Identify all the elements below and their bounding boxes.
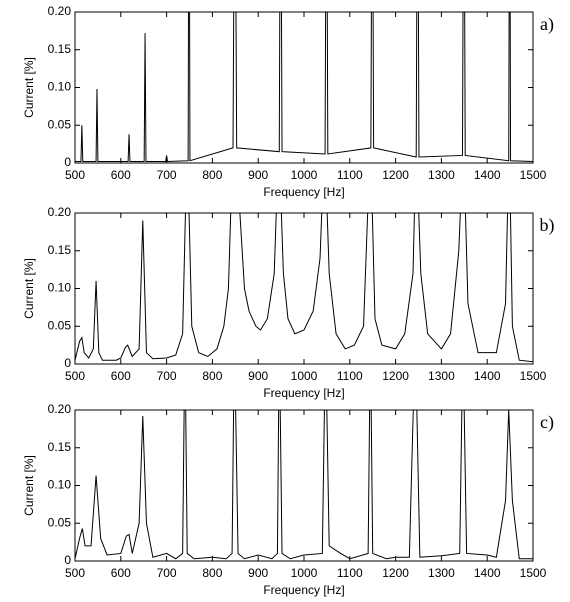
x-tick-label: 600 [111, 566, 131, 580]
y-tick-label: 0.10 [48, 80, 72, 94]
y-tick-label: 0.20 [48, 402, 72, 416]
x-tick-label: 1000 [291, 566, 318, 580]
axes-box [74, 212, 534, 365]
y-axis-label: Current [%] [22, 455, 36, 516]
y-tick-label: 0.15 [48, 42, 72, 56]
x-axis-label: Frequency [Hz] [263, 185, 344, 199]
y-tick-label: 0 [64, 553, 71, 567]
x-tick-label: 1500 [520, 168, 547, 182]
x-tick-label: 1000 [291, 168, 318, 182]
y-tick-label: 0 [64, 356, 71, 370]
data-line [75, 12, 533, 163]
x-tick-label: 800 [202, 168, 222, 182]
x-tick-label: 1400 [474, 566, 501, 580]
x-tick-label: 1100 [337, 168, 363, 182]
x-tick-label: 1400 [474, 168, 501, 182]
y-tick-label: 0.05 [48, 318, 72, 332]
panel: 0 0.05 0.10 0.15 0.20 500 600 700 800 900 1000 1100… [22, 4, 554, 199]
y-axis-label: Current [%] [22, 258, 36, 319]
panel-label: b) [540, 215, 555, 236]
x-tick-label: 1200 [382, 168, 409, 182]
x-tick-label: 500 [65, 369, 85, 383]
x-tick-label: 1200 [382, 566, 409, 580]
x-tick-label: 1300 [428, 566, 455, 580]
panel-label: c) [540, 412, 554, 433]
x-tick-label: 1400 [474, 369, 501, 383]
y-tick-label: 0.10 [48, 281, 72, 295]
y-tick-label: 0.15 [48, 440, 72, 454]
x-tick-label: 800 [202, 566, 222, 580]
x-tick-label: 500 [65, 566, 85, 580]
x-tick-label: 600 [111, 369, 131, 383]
axes-box [74, 409, 534, 562]
x-tick-label: 500 [65, 168, 85, 182]
panel: 0 0.05 0.10 0.15 0.20 500 600 700 800 900 1000 1100… [22, 205, 555, 400]
y-tick-label: 0.20 [48, 4, 72, 18]
axes-box [74, 11, 534, 164]
x-tick-label: 1100 [337, 566, 363, 580]
x-tick-label: 900 [248, 168, 268, 182]
x-tick-label: 700 [157, 566, 177, 580]
y-tick-label: 0 [64, 155, 71, 169]
x-tick-label: 1000 [291, 369, 318, 383]
x-tick-label: 800 [202, 369, 222, 383]
y-tick-label: 0.10 [48, 478, 72, 492]
data-line [75, 410, 533, 560]
y-tick-label: 0.15 [48, 243, 72, 257]
x-tick-label: 900 [248, 566, 268, 580]
y-tick-label: 0.05 [48, 117, 72, 131]
x-tick-label: 1500 [520, 369, 547, 383]
x-tick-label: 1300 [428, 168, 455, 182]
x-tick-label: 900 [248, 369, 268, 383]
x-tick-label: 1200 [382, 369, 409, 383]
x-axis-label: Frequency [Hz] [263, 386, 344, 400]
y-tick-label: 0.20 [48, 205, 72, 219]
x-tick-label: 700 [157, 369, 177, 383]
data-line [75, 213, 533, 363]
x-tick-label: 1500 [520, 566, 547, 580]
y-tick-label: 0.05 [48, 515, 72, 529]
panel: 0 0.05 0.10 0.15 0.20 500 600 700 800 900 1000 1100… [22, 402, 554, 597]
x-tick-label: 600 [111, 168, 131, 182]
x-tick-label: 1100 [337, 369, 363, 383]
panel-label: a) [540, 14, 554, 35]
x-tick-label: 700 [157, 168, 177, 182]
x-axis-label: Frequency [Hz] [263, 583, 344, 597]
x-tick-label: 1300 [428, 369, 455, 383]
y-axis-label: Current [%] [22, 57, 36, 118]
